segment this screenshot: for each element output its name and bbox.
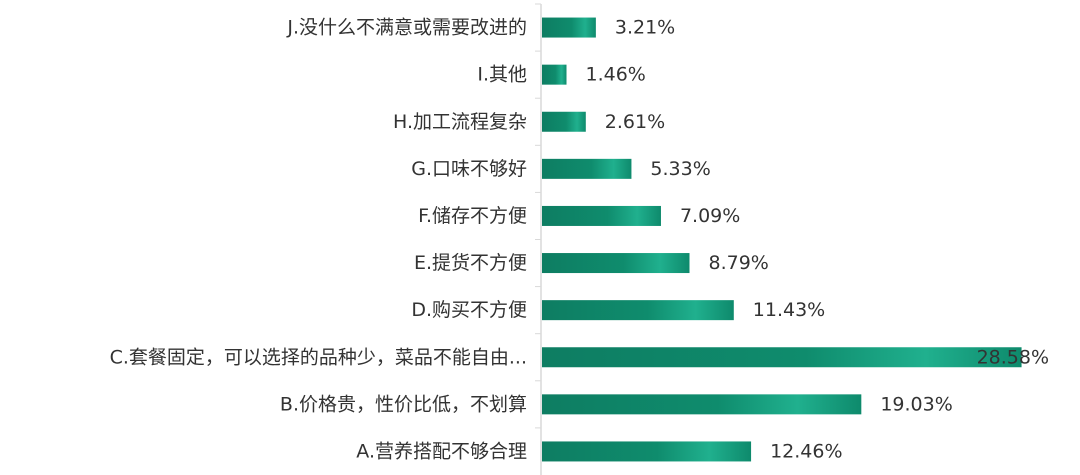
- bar: [542, 17, 596, 38]
- value-label: 2.61%: [605, 111, 665, 133]
- value-label: 3.21%: [615, 17, 675, 39]
- bar: [542, 253, 690, 274]
- category-label: B.价格贵，性价比低，不划算: [280, 393, 527, 415]
- category-label: E.提货不方便: [414, 252, 527, 274]
- category-label: I.其他: [477, 64, 527, 86]
- y-axis: [535, 3, 542, 475]
- bar: [542, 64, 567, 85]
- value-label: 12.46%: [770, 440, 842, 462]
- labels-group: J.没什么不满意或需要改进的 3.21% I.其他 1.46% H.加工流程复杂 2.61…: [110, 17, 1049, 463]
- category-label: A.营养搭配不够合理: [356, 440, 527, 462]
- bar: [542, 300, 734, 321]
- bar: [542, 111, 586, 132]
- category-label: D.购买不方便: [411, 299, 527, 321]
- value-label: 8.79%: [708, 252, 768, 274]
- category-label: F.储存不方便: [418, 205, 527, 227]
- value-label: 5.33%: [650, 158, 710, 180]
- bars-group: [542, 17, 1022, 462]
- bar: [542, 441, 752, 462]
- value-label: 19.03%: [880, 393, 952, 415]
- bar: [542, 158, 632, 179]
- bar: [542, 205, 661, 226]
- bar: [542, 394, 862, 415]
- value-label: 28.58%: [977, 346, 1049, 368]
- value-label: 1.46%: [585, 64, 645, 86]
- bar: [542, 347, 1022, 368]
- value-label: 11.43%: [753, 299, 825, 321]
- category-label: J.没什么不满意或需要改进的: [286, 17, 527, 39]
- value-label: 7.09%: [680, 205, 740, 227]
- category-label: H.加工流程复杂: [393, 111, 527, 133]
- category-label: C.套餐固定，可以选择的品种少，菜品不能自由...: [110, 346, 527, 368]
- category-label: G.口味不够好: [411, 158, 527, 180]
